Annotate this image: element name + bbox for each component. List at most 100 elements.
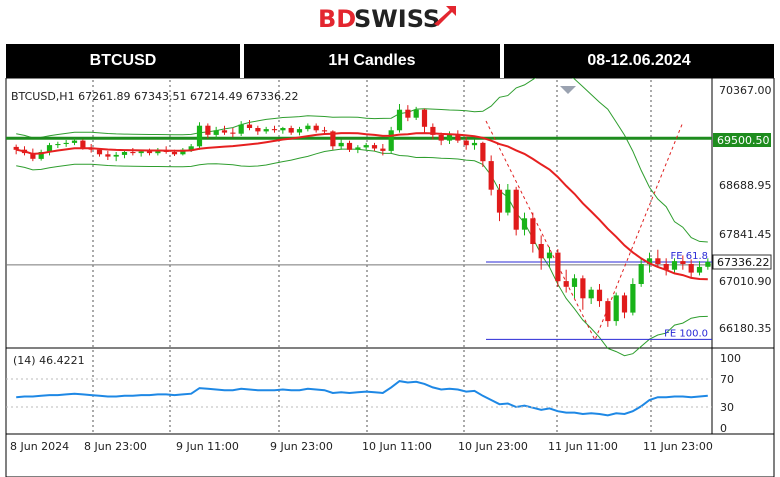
candle-body — [396, 109, 403, 131]
chart-info-line: BTCUSD,H1 67261.89 67343.51 67214.49 673… — [11, 90, 299, 103]
candle-body — [305, 125, 311, 130]
candle-body — [280, 128, 286, 131]
price-levels: FE 61.8 FE 100.0 — [6, 136, 712, 340]
candle-body — [296, 129, 303, 133]
candle-body — [130, 152, 136, 154]
logo-arrow-head-icon — [446, 6, 456, 16]
rsi-tick-label: 0 — [720, 422, 727, 435]
moving-average-line — [15, 132, 708, 281]
candle-body — [471, 142, 478, 146]
candle-body — [121, 152, 128, 155]
candle-body — [655, 258, 661, 264]
candle-body — [221, 130, 228, 133]
rsi-pane: 100 70 30 0 — [6, 352, 741, 435]
candle-body — [271, 129, 278, 131]
time-tick-label: 9 Jun 11:00 — [176, 440, 239, 453]
bollinger-upper-line — [16, 78, 708, 243]
candle-body — [371, 145, 378, 149]
rsi-label: (14) 46.4221 — [13, 354, 85, 367]
candle-body — [330, 131, 336, 147]
overlay-lines — [15, 86, 708, 342]
candle-body — [196, 125, 203, 147]
candle-body — [255, 128, 261, 132]
candle-body — [180, 149, 186, 155]
candle-body — [13, 146, 19, 150]
candle-body — [38, 152, 44, 159]
candle-body — [338, 142, 344, 147]
bollinger-bands — [16, 78, 708, 357]
candle-body — [421, 109, 428, 127]
candle-body — [455, 134, 461, 141]
candle-body — [138, 151, 144, 154]
btcusd-chart: FE 61.8 FE 100.0 70367.00 69500.50 68688.95… — [5, 78, 775, 477]
candle-body — [546, 252, 553, 259]
price-tick-label: 68688.95 — [719, 179, 772, 192]
candle-body — [238, 124, 244, 134]
candle-body — [563, 281, 569, 287]
price-tick-label: 70367.00 — [719, 84, 772, 97]
time-tick-label: 10 Jun 11:00 — [362, 440, 432, 453]
bollinger-lower-line — [16, 148, 708, 357]
candle-body — [630, 284, 636, 313]
candle-body — [346, 142, 353, 150]
scroll-marker-icon — [560, 86, 576, 94]
time-tick-label: 8 Jun 23:00 — [84, 440, 147, 453]
candle-body — [505, 189, 511, 213]
candle-body — [388, 130, 394, 151]
candle-body — [263, 129, 269, 132]
logo-text-swiss: SWISS — [354, 5, 440, 33]
candle-body — [680, 261, 686, 264]
candle-body — [596, 289, 603, 302]
candle-body — [588, 289, 594, 299]
candle-body — [80, 140, 86, 148]
candle-body — [155, 150, 161, 154]
candle-body — [430, 126, 436, 135]
candle-body — [321, 130, 328, 132]
fib-projection-line — [485, 120, 684, 342]
time-axis: 8 Jun 2024 8 Jun 23:00 9 Jun 11:00 9 Jun 23… — [10, 440, 713, 453]
rsi-tick-label: 100 — [720, 352, 741, 365]
candle-body — [688, 264, 694, 273]
candle-body — [246, 124, 253, 128]
time-tick-label: 11 Jun 11:00 — [548, 440, 618, 453]
fe-100-label: FE 100.0 — [664, 328, 708, 339]
resistance-price-tag — [713, 133, 771, 147]
candle-body — [188, 146, 194, 150]
candle-body — [538, 244, 544, 259]
candle-body — [171, 152, 178, 155]
candle-body — [696, 266, 703, 273]
candle-body — [646, 258, 653, 264]
candle-body — [205, 125, 211, 135]
grid-lines — [92, 80, 652, 434]
candle-body — [213, 130, 219, 135]
candle-body — [463, 140, 469, 146]
candle-body — [705, 261, 711, 267]
candle-body — [105, 154, 111, 157]
price-tick-label: 66180.35 — [719, 322, 772, 335]
current-price-tag — [712, 254, 772, 270]
candle-body — [380, 148, 386, 151]
candle-body — [530, 218, 536, 244]
candle-body — [613, 295, 619, 322]
fe-618-label: FE 61.8 — [670, 251, 708, 262]
logo-arrow-icon — [434, 8, 454, 26]
candle-body — [363, 145, 369, 148]
candle-body — [580, 278, 586, 299]
candle-body — [638, 264, 644, 284]
price-tick-label: 67841.45 — [719, 228, 772, 241]
header-symbol: BTCUSD — [6, 44, 240, 78]
candle-body — [71, 140, 78, 143]
candle-body — [46, 145, 53, 152]
candle-body — [605, 301, 611, 322]
candles — [13, 104, 711, 327]
candle-body — [230, 132, 236, 134]
resistance-price-label: 69500.50 — [717, 134, 770, 147]
chart-header: BTCUSD 1H Candles 08-12.06.2024 — [0, 44, 780, 78]
header-timeframe: 1H Candles — [244, 44, 500, 78]
candle-body — [488, 161, 494, 190]
time-tick-label: 10 Jun 23:00 — [458, 440, 528, 453]
rsi-line — [16, 380, 708, 417]
candle-body — [355, 147, 361, 150]
header-dates: 08-12.06.2024 — [504, 44, 774, 78]
candle-body — [621, 295, 628, 313]
